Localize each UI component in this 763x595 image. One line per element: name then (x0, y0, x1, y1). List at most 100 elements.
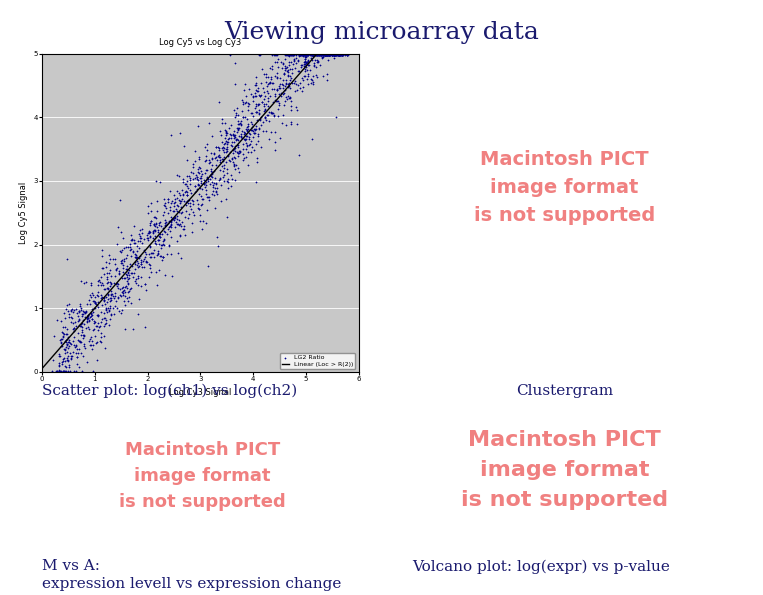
LG2 Ratio (56, 342, 68, 351)
LG2 Ratio (316, 50, 328, 60)
LG2 Ratio (102, 277, 114, 287)
LG2 Ratio (255, 120, 267, 130)
LG2 Ratio (214, 165, 226, 175)
LG2 Ratio (95, 337, 107, 346)
LG2 Ratio (211, 189, 223, 199)
LG2 Ratio (177, 174, 189, 183)
LG2 Ratio (61, 339, 73, 349)
LG2 Ratio (319, 50, 331, 60)
LG2 Ratio (333, 50, 345, 60)
LG2 Ratio (295, 50, 307, 60)
LG2 Ratio (307, 71, 319, 81)
LG2 Ratio (214, 157, 226, 167)
LG2 Ratio (254, 50, 266, 60)
LG2 Ratio (239, 79, 251, 89)
LG2 Ratio (237, 99, 249, 108)
LG2 Ratio (73, 321, 85, 330)
LG2 Ratio (262, 101, 274, 111)
LG2 Ratio (76, 366, 88, 375)
LG2 Ratio (63, 361, 76, 370)
LG2 Ratio (68, 333, 80, 342)
LG2 Ratio (116, 255, 128, 264)
LG2 Ratio (111, 280, 123, 289)
LG2 Ratio (317, 50, 329, 60)
LG2 Ratio (211, 180, 223, 189)
LG2 Ratio (240, 124, 252, 134)
LG2 Ratio (66, 351, 78, 361)
LG2 Ratio (79, 312, 91, 322)
LG2 Ratio (315, 50, 327, 60)
LG2 Ratio (228, 79, 240, 88)
LG2 Ratio (166, 271, 178, 281)
LG2 Ratio (142, 208, 154, 218)
LG2 Ratio (203, 195, 215, 205)
LG2 Ratio (168, 198, 180, 208)
LG2 Ratio (175, 218, 188, 227)
LG2 Ratio (54, 351, 66, 361)
LG2 Ratio (79, 308, 92, 318)
LG2 Ratio (142, 201, 154, 211)
LG2 Ratio (250, 85, 262, 95)
LG2 Ratio (152, 246, 164, 256)
LG2 Ratio (250, 124, 262, 134)
LG2 Ratio (228, 153, 240, 162)
LG2 Ratio (99, 343, 111, 352)
LG2 Ratio (336, 50, 348, 60)
LG2 Ratio (305, 50, 317, 60)
LG2 Ratio (61, 340, 73, 350)
LG2 Ratio (101, 284, 113, 293)
LG2 Ratio (176, 207, 188, 217)
LG2 Ratio (256, 64, 269, 74)
LG2 Ratio (135, 259, 147, 269)
LG2 Ratio (137, 254, 150, 264)
LG2 Ratio (160, 221, 172, 230)
LG2 Ratio (140, 257, 152, 267)
LG2 Ratio (74, 336, 86, 345)
LG2 Ratio (66, 336, 79, 346)
LG2 Ratio (118, 274, 130, 283)
LG2 Ratio (144, 227, 156, 237)
LG2 Ratio (333, 50, 345, 60)
LG2 Ratio (284, 75, 296, 84)
LG2 Ratio (288, 79, 301, 88)
LG2 Ratio (179, 198, 192, 207)
LG2 Ratio (169, 206, 181, 216)
LG2 Ratio (263, 64, 275, 73)
LG2 Ratio (156, 240, 169, 250)
LG2 Ratio (291, 57, 304, 66)
LG2 Ratio (175, 194, 188, 203)
LG2 Ratio (154, 178, 166, 187)
LG2 Ratio (336, 50, 348, 60)
LG2 Ratio (159, 202, 171, 211)
LG2 Ratio (89, 298, 101, 308)
LG2 Ratio (246, 125, 258, 134)
LG2 Ratio (299, 57, 311, 67)
LG2 Ratio (258, 94, 270, 104)
LG2 Ratio (231, 104, 243, 113)
LG2 Ratio (53, 349, 65, 359)
LG2 Ratio (233, 167, 245, 177)
LG2 Ratio (105, 315, 117, 324)
LG2 Ratio (299, 54, 311, 64)
LG2 Ratio (192, 167, 204, 177)
LG2 Ratio (250, 178, 262, 187)
LG2 Ratio (95, 293, 108, 302)
LG2 Ratio (300, 50, 312, 60)
LG2 Ratio (246, 123, 258, 132)
LG2 Ratio (158, 194, 170, 203)
LG2 Ratio (198, 178, 211, 188)
LG2 Ratio (120, 270, 132, 279)
LG2 Ratio (82, 310, 95, 320)
LG2 Ratio (339, 50, 351, 60)
LG2 Ratio (238, 134, 250, 143)
LG2 Ratio (163, 223, 175, 232)
LG2 Ratio (218, 153, 230, 162)
LG2 Ratio (265, 109, 277, 118)
LG2 Ratio (148, 246, 160, 255)
LG2 Ratio (250, 107, 262, 116)
LG2 Ratio (82, 312, 94, 322)
LG2 Ratio (92, 322, 105, 332)
LG2 Ratio (127, 324, 140, 334)
LG2 Ratio (220, 128, 232, 137)
LG2 Ratio (61, 339, 73, 349)
